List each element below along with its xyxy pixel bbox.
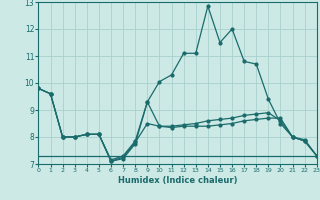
X-axis label: Humidex (Indice chaleur): Humidex (Indice chaleur) [118, 176, 237, 185]
